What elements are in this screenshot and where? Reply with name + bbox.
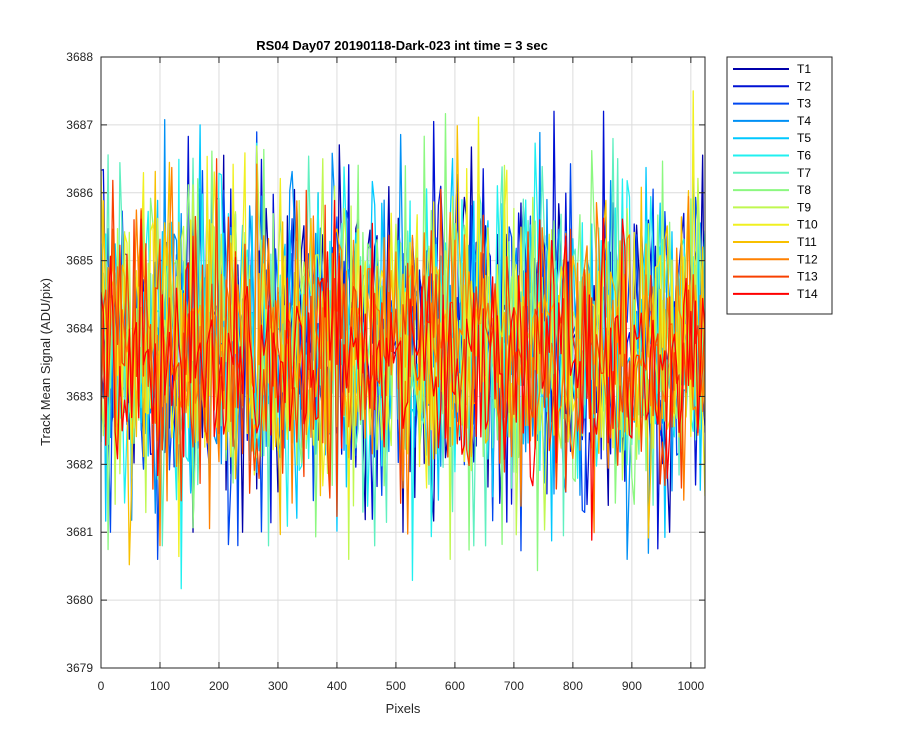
x-tick-label: 100: [150, 679, 170, 693]
y-tick-label: 3685: [66, 254, 93, 268]
legend[interactable]: T1 T2 T3 T4 T5 T6 T7 T8 T9 T10 T11 T12 T13 T14: [726, 56, 833, 315]
x-tick-label: 400: [327, 679, 347, 693]
x-tick-label: 900: [622, 679, 642, 693]
y-tick-label: 3688: [66, 50, 93, 64]
legend-label: T1: [797, 62, 811, 76]
y-tick-label: 3684: [66, 322, 93, 336]
legend-label: T13: [797, 270, 818, 284]
legend-label: T14: [797, 287, 818, 301]
legend-item-t11: T11: [733, 235, 817, 249]
x-tick-label: 700: [504, 679, 524, 693]
x-tick-label: 800: [563, 679, 583, 693]
legend-item-t14: T14: [733, 287, 818, 301]
legend-item-t2: T2: [733, 79, 811, 93]
legend-label: T8: [797, 183, 811, 197]
legend-label: T12: [797, 252, 818, 266]
y-axis-label: Track Mean Signal (ADU/pix): [38, 278, 53, 446]
axes-box: [100, 56, 706, 669]
x-tick-label: 0: [98, 679, 105, 693]
y-tick-label: 3683: [66, 389, 93, 403]
x-tick-label: 500: [386, 679, 406, 693]
legend-label: T5: [797, 131, 811, 145]
legend-box: [726, 56, 833, 315]
x-tick-label: 300: [268, 679, 288, 693]
y-tick-label: 3682: [66, 457, 93, 471]
y-tick-label: 3687: [66, 118, 93, 132]
y-axis-ticks: 3679 3680 3681 3682 3683 3684 3685 3686 3687 3688: [66, 50, 705, 675]
legend-label: T11: [797, 235, 817, 249]
legend-items: T1 T2 T3 T4 T5 T6 T7 T8 T9 T10 T11 T12 T13 T14: [733, 62, 818, 301]
legend-item-t10: T10: [733, 218, 818, 232]
legend-item-t9: T9: [733, 200, 811, 214]
x-tick-label: 1000: [677, 679, 704, 693]
chart-title: RS04 Day07 20190118-Dark-023 int time = …: [256, 38, 548, 53]
legend-item-t13: T13: [733, 270, 818, 284]
legend-label: T7: [797, 166, 811, 180]
legend-label: T2: [797, 79, 811, 93]
x-tick-label: 600: [445, 679, 465, 693]
x-tick-label: 200: [209, 679, 229, 693]
legend-item-t4: T4: [733, 114, 811, 128]
y-tick-label: 3680: [66, 593, 93, 607]
legend-item-t3: T3: [733, 97, 811, 111]
series-lines: [101, 90, 705, 590]
series-line-t13: [101, 158, 705, 518]
plot-area: 0 100 200 300 400 500 600 700 800 900 1000 3679 368…: [66, 50, 706, 693]
y-tick-label: 3681: [66, 525, 93, 539]
legend-item-t6: T6: [733, 149, 811, 163]
legend-item-t12: T12: [733, 252, 818, 266]
legend-label: T9: [797, 200, 811, 214]
legend-item-t5: T5: [733, 131, 811, 145]
y-tick-label: 3679: [66, 661, 93, 675]
legend-label: T3: [797, 97, 811, 111]
legend-item-t8: T8: [733, 183, 811, 197]
x-axis-label: Pixels: [386, 701, 421, 716]
y-tick-label: 3686: [66, 186, 93, 200]
legend-item-t1: T1: [733, 62, 811, 76]
legend-item-t7: T7: [733, 166, 811, 180]
legend-label: T10: [797, 218, 818, 232]
legend-label: T4: [797, 114, 811, 128]
legend-label: T6: [797, 149, 811, 163]
x-axis-ticks: 0 100 200 300 400 500 600 700 800 900 1000: [98, 57, 705, 693]
series-line-t14: [101, 199, 705, 541]
